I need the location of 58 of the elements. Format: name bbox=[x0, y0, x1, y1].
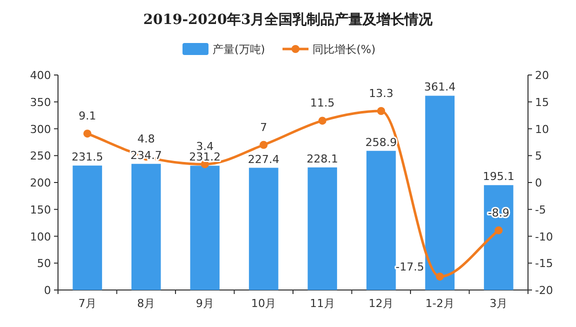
data-label: 195.1 bbox=[482, 170, 514, 184]
data-label: 227.4 bbox=[248, 152, 280, 166]
bar bbox=[248, 168, 278, 290]
data-label: 231.2 bbox=[189, 150, 221, 164]
bar bbox=[484, 185, 514, 290]
data-label: 231.5 bbox=[72, 150, 104, 164]
data-label: 9.1 bbox=[78, 110, 96, 123]
x-tick-label: 8月 bbox=[137, 297, 156, 310]
x-tick-label: 1-2月 bbox=[425, 297, 454, 310]
bar bbox=[131, 164, 161, 290]
legend-label: 产量(万吨) bbox=[212, 43, 266, 56]
data-label: 7 bbox=[260, 120, 268, 134]
x-tick-label: 3月 bbox=[490, 297, 508, 310]
x-tick-label: 7月 bbox=[78, 297, 96, 310]
bar bbox=[190, 166, 220, 290]
x-tick-label: 10月 bbox=[251, 297, 276, 310]
bar bbox=[72, 166, 102, 290]
point bbox=[260, 140, 268, 149]
y2-tick-label: 5 bbox=[535, 150, 542, 163]
y2-tick-label: -15 bbox=[535, 257, 553, 270]
y-tick-label: 300 bbox=[30, 122, 51, 136]
data-label: 258.9 bbox=[365, 136, 397, 149]
point bbox=[436, 272, 444, 281]
y-tick-label: 150 bbox=[30, 203, 51, 216]
x-tick-label: 12月 bbox=[368, 297, 394, 310]
y2-tick-label: -5 bbox=[535, 203, 546, 216]
y-tick-label: 100 bbox=[30, 230, 51, 244]
y-tick-label: 200 bbox=[30, 176, 51, 190]
y2-tick-label: 10 bbox=[535, 122, 549, 136]
y2-tick-label: 15 bbox=[535, 96, 549, 109]
bar bbox=[366, 150, 396, 290]
y2-tick-label: -10 bbox=[535, 230, 553, 244]
data-label: 228.1 bbox=[306, 152, 338, 166]
bar bbox=[308, 167, 338, 290]
data-label: 4.8 bbox=[137, 132, 155, 146]
y-tick-label: 0 bbox=[44, 284, 51, 297]
x-tick-label: 11月 bbox=[310, 297, 335, 310]
point bbox=[377, 107, 386, 116]
y2-tick-label: -20 bbox=[535, 284, 553, 297]
y-tick-label: 250 bbox=[30, 150, 51, 163]
y-tick-label: 400 bbox=[30, 69, 51, 82]
data-label: -8.9 bbox=[488, 206, 510, 220]
legend-label: 同比增长(%) bbox=[312, 43, 376, 56]
data-label: 11.5 bbox=[310, 96, 335, 110]
data-label: 361.4 bbox=[424, 80, 456, 94]
y2-tick-label: 0 bbox=[535, 176, 542, 190]
y-tick-label: 350 bbox=[30, 96, 51, 109]
point bbox=[318, 116, 326, 125]
data-label: 3.4 bbox=[196, 140, 214, 154]
data-label: 13.3 bbox=[368, 87, 394, 100]
y-tick-label: 50 bbox=[37, 257, 51, 270]
x-tick-label: 9月 bbox=[196, 297, 214, 310]
data-label: -17.5 bbox=[396, 260, 424, 274]
point bbox=[494, 226, 503, 234]
y2-tick-label: 20 bbox=[535, 69, 549, 82]
point bbox=[83, 130, 92, 138]
chart-title: 2019-2020年3月全国乳制品产量及增长情况 bbox=[143, 11, 434, 28]
bar bbox=[425, 96, 455, 290]
